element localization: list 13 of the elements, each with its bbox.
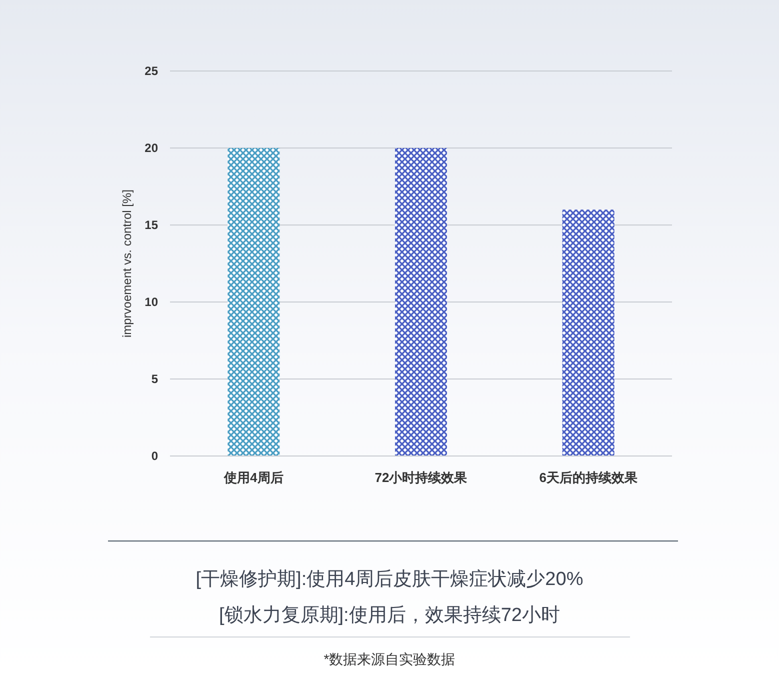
y-tick-label: 20 (144, 141, 158, 155)
text: [干燥修护期]:使用4周后皮肤干燥症状减少20% (196, 568, 584, 590)
text: [锁水力复原期]:使用后，效果持续72小时 (219, 605, 560, 626)
x-tick-label: 6天后的持续效果 (539, 470, 638, 485)
y-tick-label: 25 (144, 64, 158, 78)
y-tick-label: 0 (151, 449, 158, 463)
y-tick-label: 10 (144, 295, 158, 309)
x-tick-label: 72小时持续效果 (374, 470, 468, 485)
text: *数据来源自实验数据 (324, 651, 456, 667)
x-tick-label: 使用4周后 (223, 470, 284, 485)
y-tick-label: 15 (144, 218, 158, 232)
y-tick-label: 5 (151, 372, 158, 386)
y-axis-title: imprvoement vs. control [%] (120, 189, 134, 338)
